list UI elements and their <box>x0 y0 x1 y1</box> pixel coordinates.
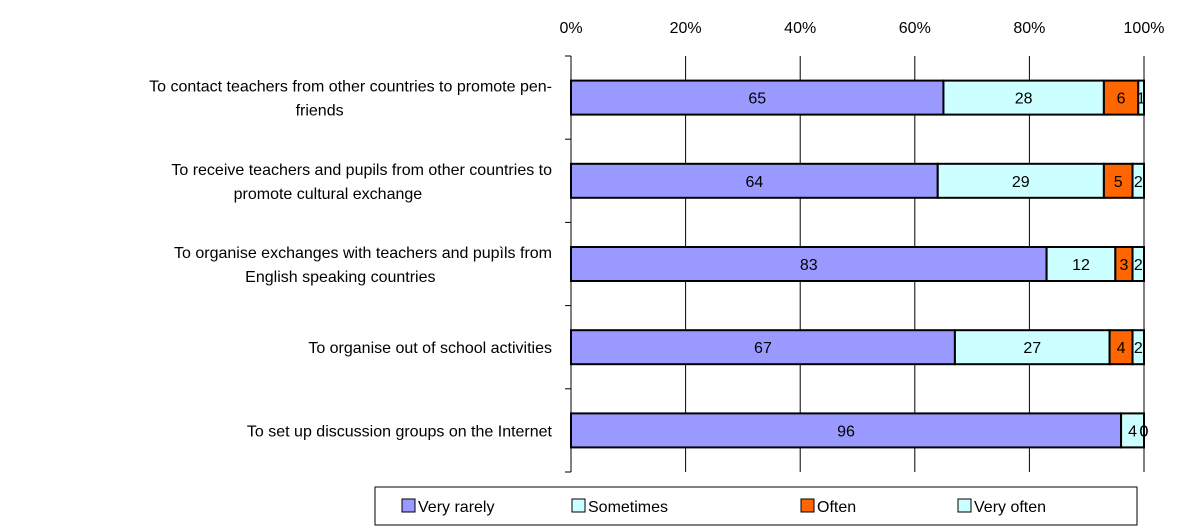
data-label: 0 <box>1140 423 1149 440</box>
data-label: 4 <box>1117 340 1126 357</box>
x-tick-label: 80% <box>1013 20 1045 37</box>
category-label-line: promote cultural exchange <box>234 186 423 203</box>
bar-segment <box>942 79 1105 116</box>
category-label: To receive teachers and pupils from othe… <box>171 162 552 203</box>
x-tick-label: 100% <box>1124 20 1165 37</box>
category-label-line: To organise exchanges with teachers and … <box>174 245 552 262</box>
bar-segment <box>1120 412 1145 449</box>
x-tick-label: 0% <box>559 20 582 37</box>
data-label: 27 <box>1023 340 1041 357</box>
legend-label: Very rarely <box>418 499 494 516</box>
data-label: 12 <box>1072 257 1090 274</box>
bar-segment <box>1131 329 1146 366</box>
category-label: To contact teachers from other countries… <box>149 79 552 120</box>
x-tick-label: 60% <box>899 20 931 37</box>
bar-segment <box>936 162 1105 199</box>
category-label: To set up discussion groups on the Inter… <box>247 423 553 440</box>
bar-segment <box>1131 246 1146 282</box>
legend-label: Often <box>817 499 856 516</box>
legend: Very rarely Sometimes Often Very often <box>374 486 1138 526</box>
data-label: 96 <box>837 423 855 440</box>
x-tick-label: 40% <box>784 20 816 37</box>
bar-segment <box>1137 79 1146 116</box>
legend-swatch <box>800 498 815 513</box>
data-label: 1 <box>1137 91 1146 108</box>
data-label: 2 <box>1134 174 1143 191</box>
data-label: 6 <box>1117 91 1126 108</box>
bar-segment <box>570 79 945 116</box>
category-label: To organise exchanges with teachers and … <box>174 245 552 286</box>
category-label-line: To contact teachers from other countries… <box>149 79 552 96</box>
legend-label: Very often <box>974 499 1046 516</box>
bar-segment <box>1045 246 1117 282</box>
data-label: 67 <box>754 340 772 357</box>
legend-label: Sometimes <box>588 499 668 516</box>
data-label: 64 <box>745 174 763 191</box>
data-label: 0 <box>1140 423 1149 440</box>
data-label: 28 <box>1015 91 1033 108</box>
legend-swatch <box>957 498 972 513</box>
category-labels: To contact teachers from other countries… <box>149 79 552 441</box>
data-label: 83 <box>800 257 818 274</box>
data-label: 2 <box>1134 340 1143 357</box>
data-label: 2 <box>1134 257 1143 274</box>
bar-segment <box>1131 162 1146 199</box>
data-label: 65 <box>748 91 766 108</box>
bar-segment <box>953 329 1111 366</box>
legend-swatch <box>401 498 416 513</box>
data-label: 4 <box>1128 423 1137 440</box>
category-label: To organise out of school activities <box>308 340 552 357</box>
legend-swatch <box>571 498 586 513</box>
x-axis-ticks: 0% 20% 40% 60% 80% 100% <box>559 20 1164 37</box>
bars: 65 28 6 164 29 5 283 12 3 267 27 4 296 4 00 <box>570 79 1149 449</box>
category-label-line: To receive teachers and pupils from othe… <box>171 162 552 179</box>
category-label-line: friends <box>296 103 344 120</box>
data-label: 5 <box>1114 174 1123 191</box>
legend-box <box>374 486 1138 526</box>
category-label-line: English speaking countries <box>245 269 435 286</box>
x-tick-label: 20% <box>670 20 702 37</box>
data-label: 29 <box>1012 174 1030 191</box>
bar-segment <box>570 412 1123 449</box>
data-label: 3 <box>1119 257 1128 274</box>
